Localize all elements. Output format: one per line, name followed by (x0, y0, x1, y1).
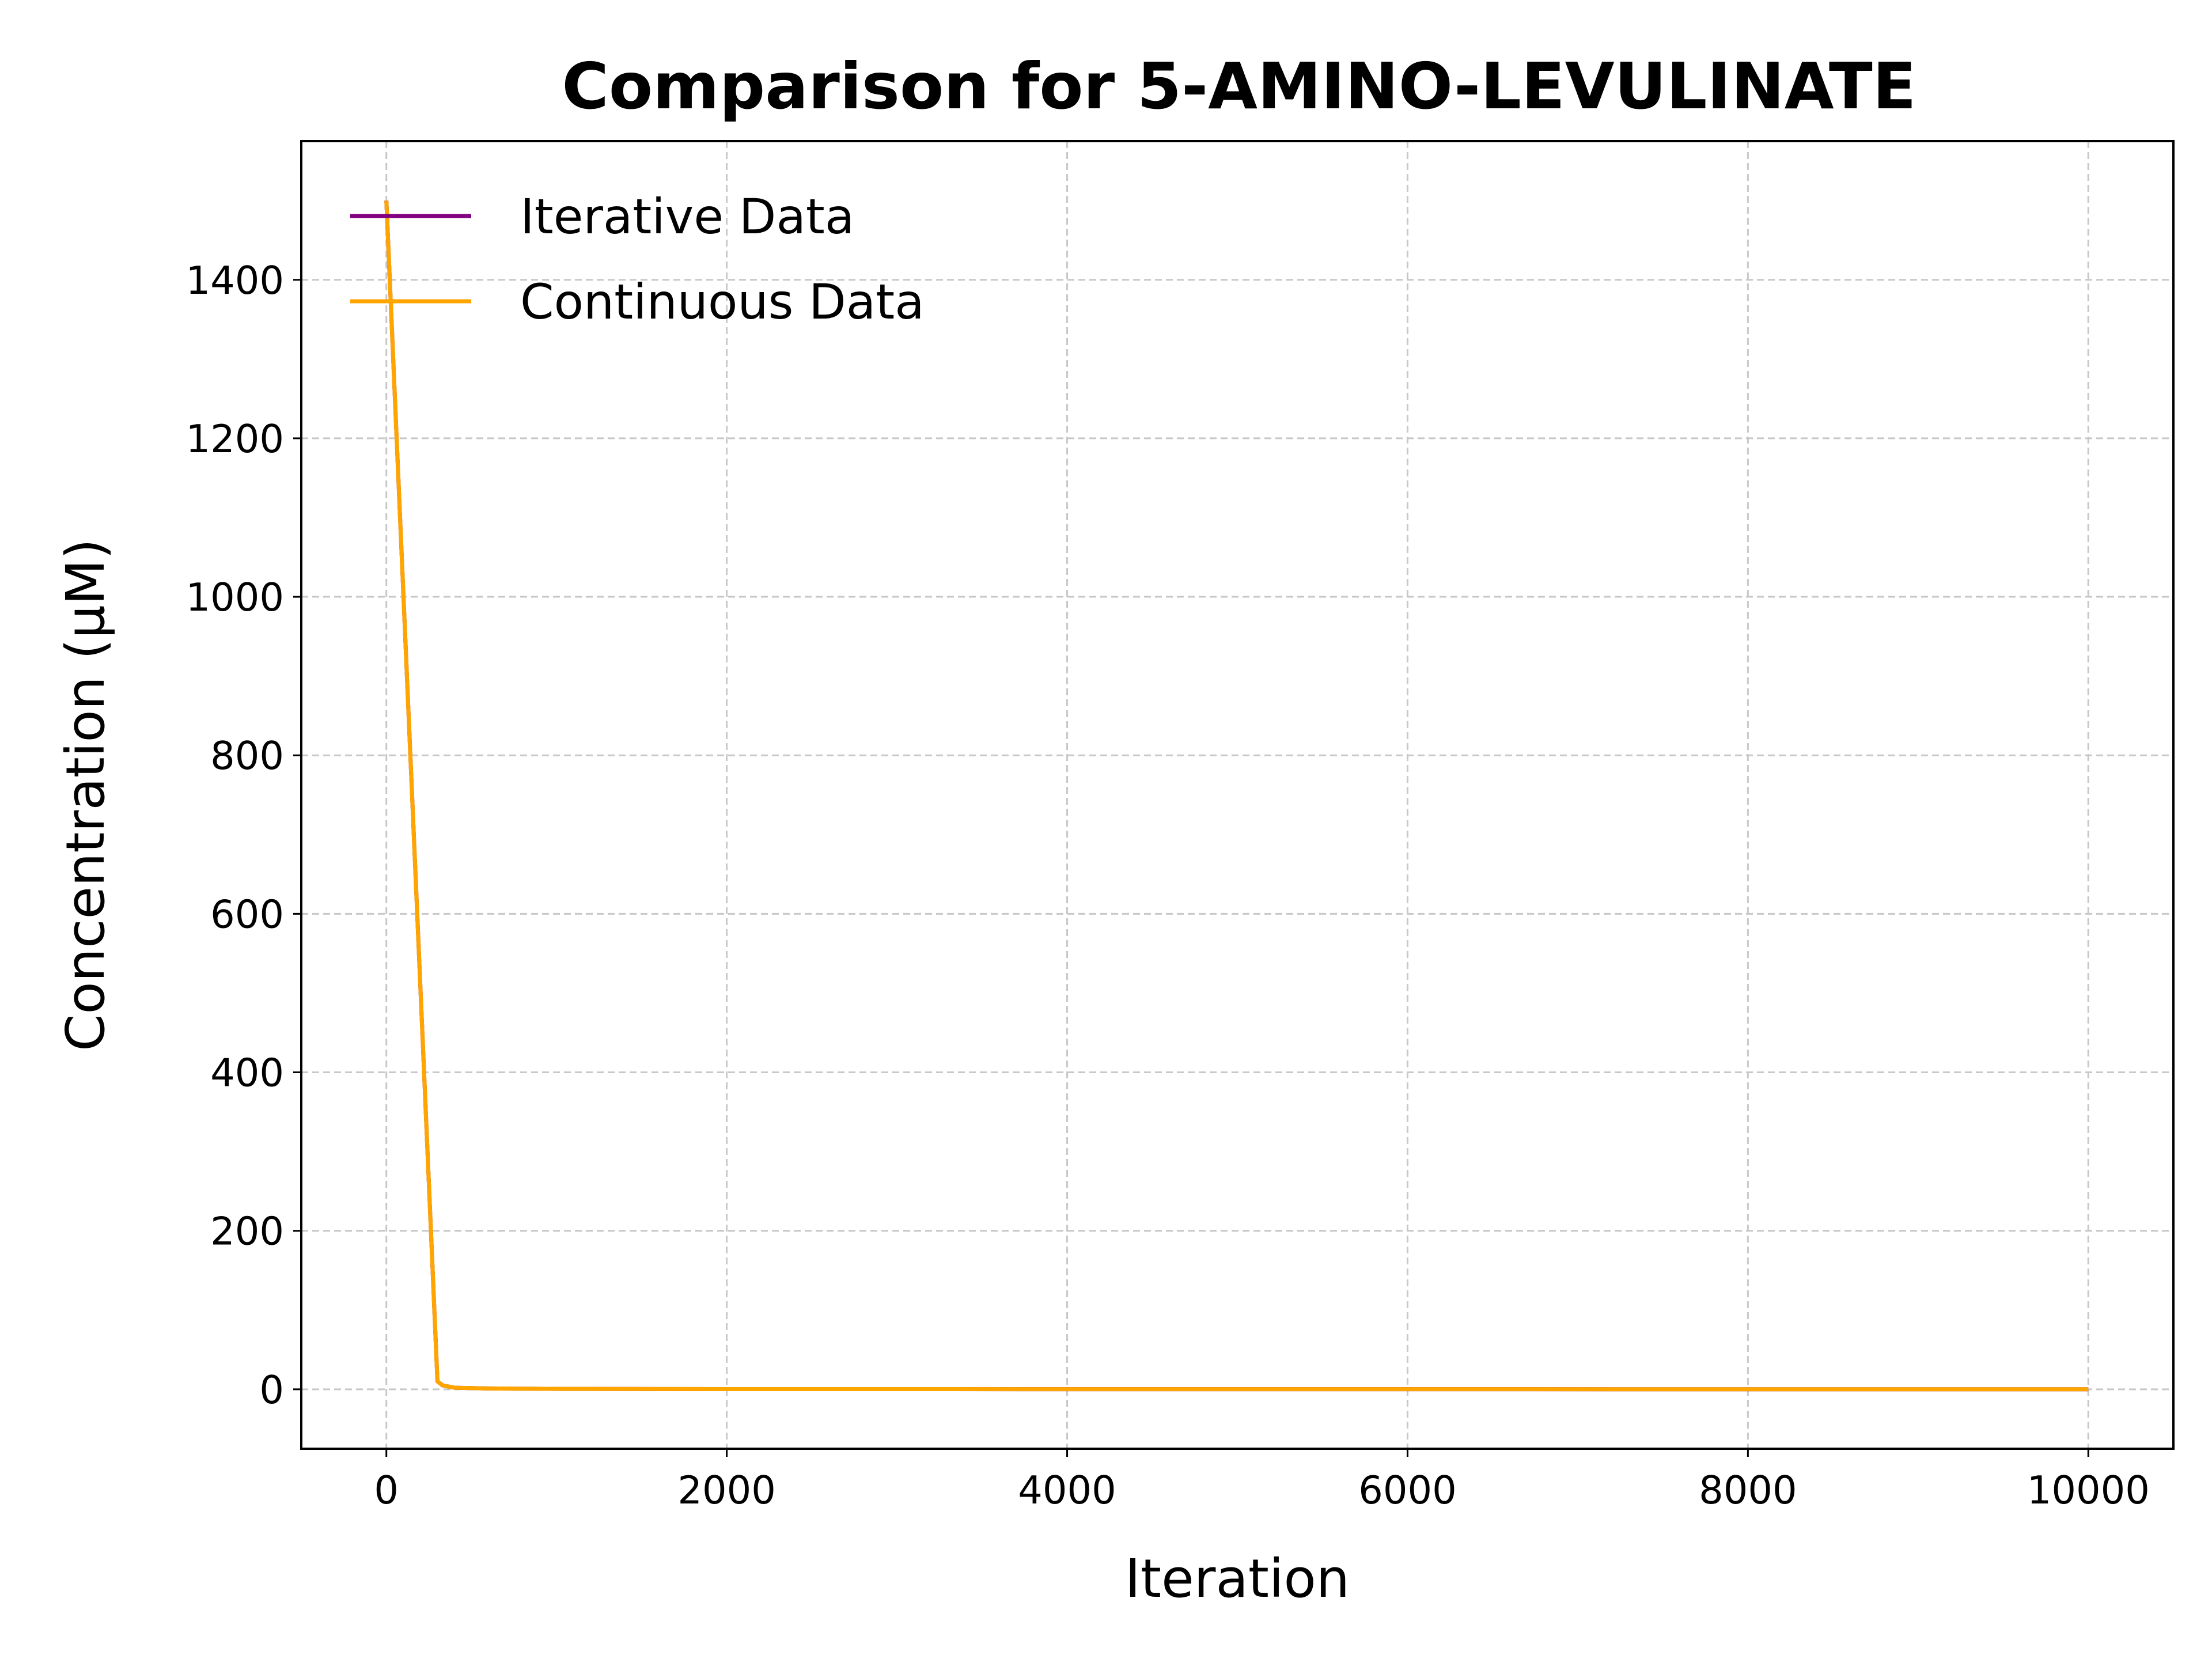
x-tick-label: 2000 (677, 1468, 776, 1513)
y-tick-label: 800 (210, 733, 284, 778)
y-tick-label: 600 (210, 892, 284, 937)
x-tick-label: 8000 (1699, 1468, 1797, 1513)
y-axis-label: Concentration (μM) (55, 539, 116, 1051)
legend-label: Continuous Data (520, 274, 925, 330)
x-tick-label: 10000 (2027, 1468, 2150, 1513)
y-axis-ticks: 0 200 400 600 800 1000 1200 1400 (185, 258, 301, 1412)
series-lines (384, 200, 2089, 1392)
y-tick-label: 400 (210, 1051, 284, 1096)
y-tick-label: 200 (210, 1209, 284, 1254)
legend: Iterative Data Continuous Data (350, 188, 925, 330)
x-axis-ticks: 0 2000 4000 6000 8000 10000 (374, 1449, 2150, 1513)
series-line-continuous (384, 200, 2089, 1392)
plot-frame (300, 140, 2175, 1450)
legend-label: Iterative Data (520, 188, 854, 245)
y-tick-label: 0 (259, 1368, 284, 1412)
x-tick-label: 0 (374, 1468, 399, 1513)
y-tick-label: 1400 (185, 258, 284, 303)
chart-title: Comparison for 5-AMINO-LEVULINATE (562, 50, 1916, 124)
x-tick-label: 6000 (1358, 1468, 1457, 1513)
y-tick-label: 1200 (185, 416, 284, 461)
x-axis-label: Iteration (1125, 1548, 1350, 1609)
y-tick-label: 1000 (185, 575, 284, 620)
x-tick-label: 4000 (1018, 1468, 1116, 1513)
